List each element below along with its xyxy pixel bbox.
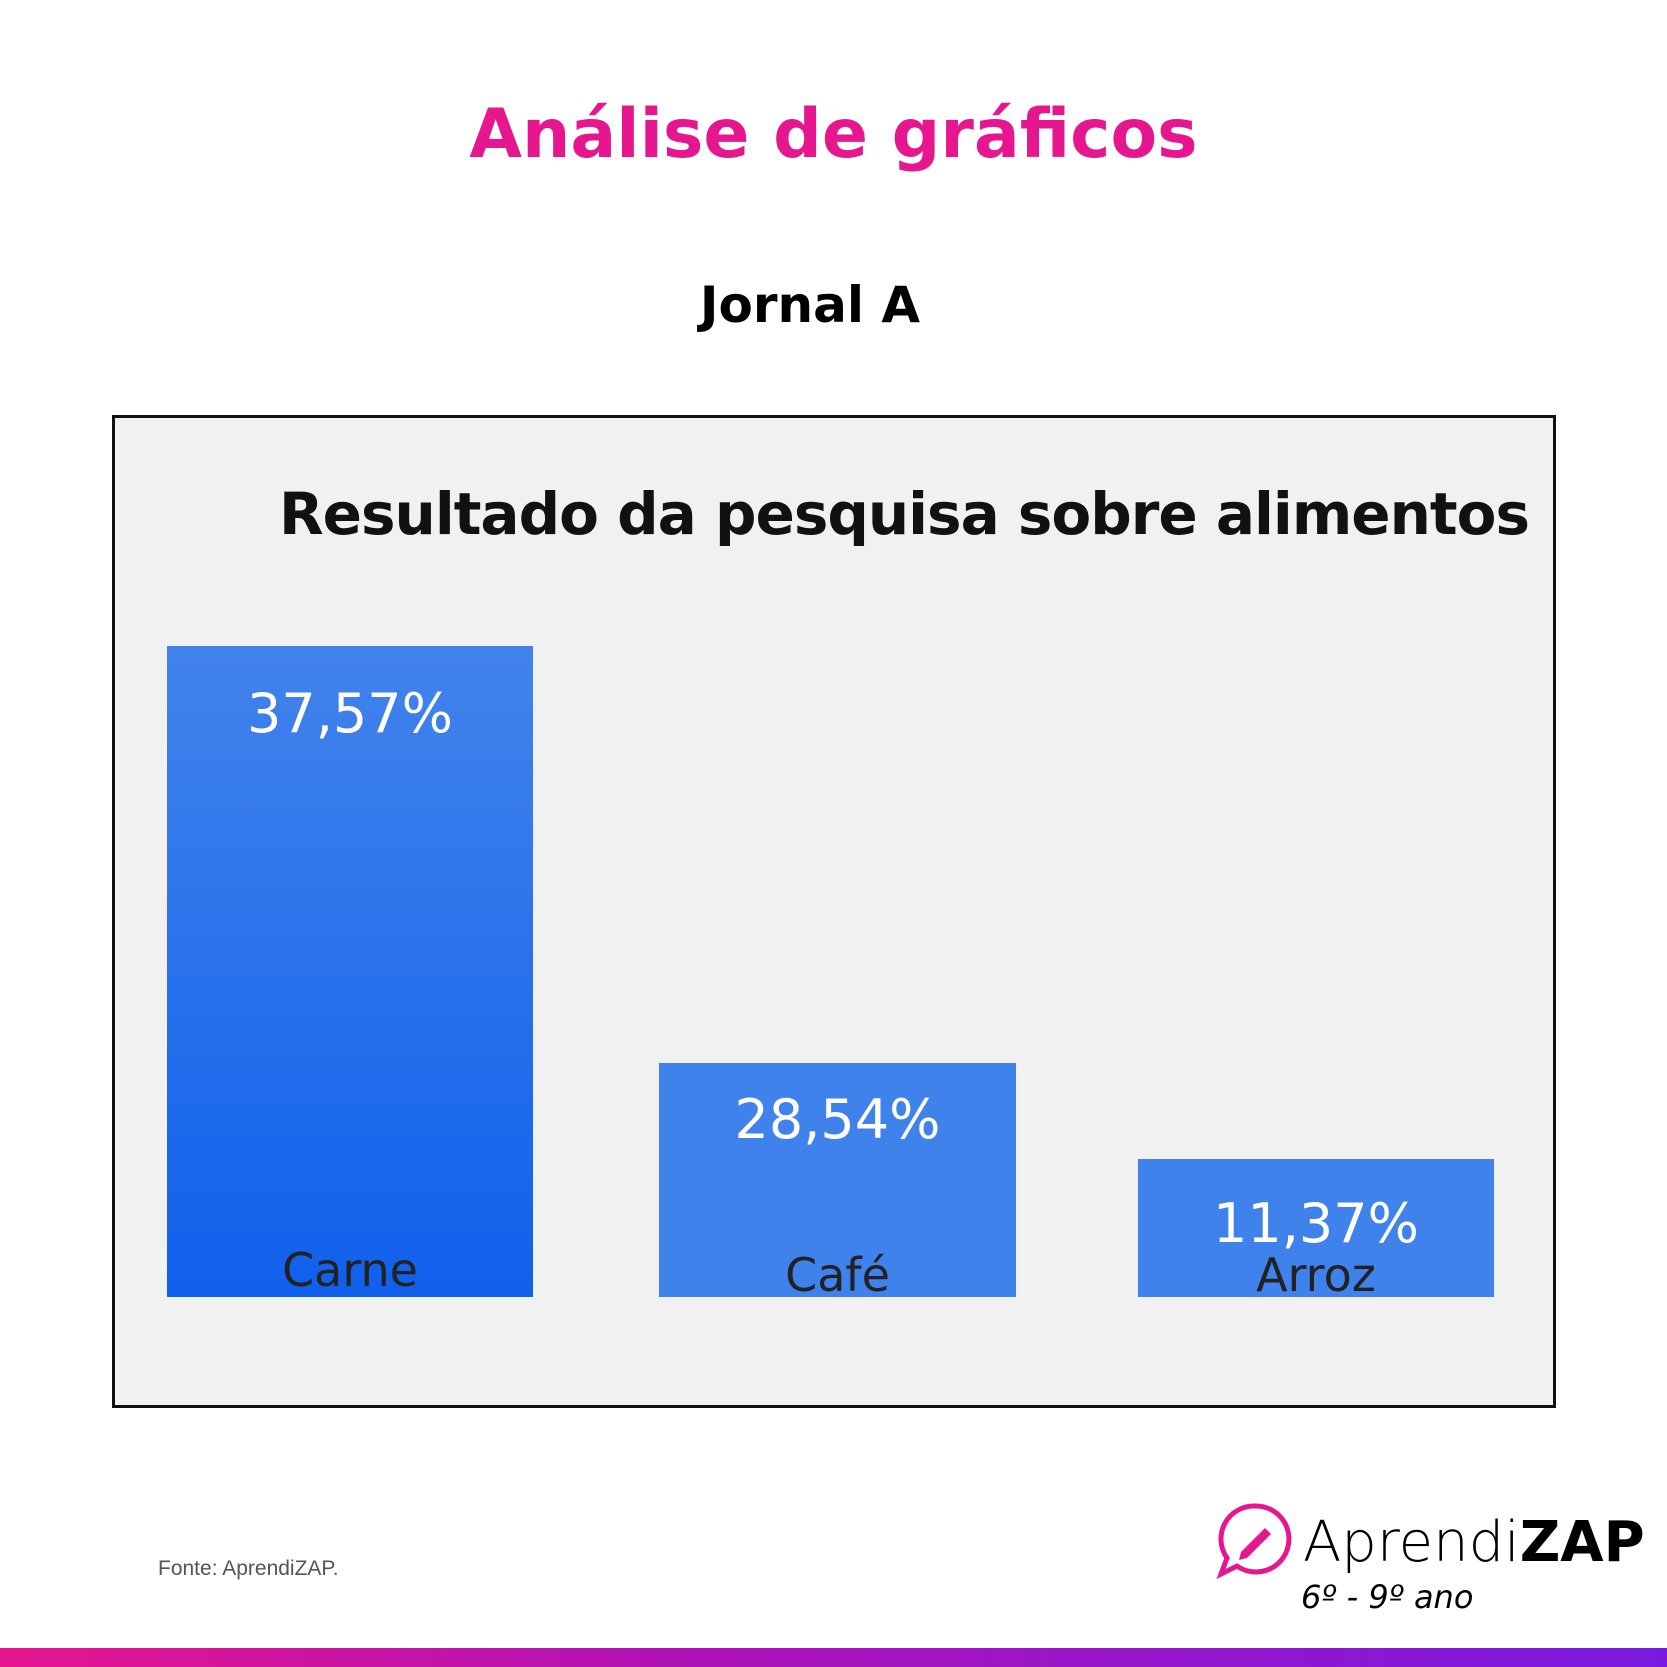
aprendizap-logo: AprendiZAP 6º - 9º ano: [1215, 1500, 1645, 1616]
category-label: Arroz: [1256, 1248, 1376, 1302]
bottom-accent-bar: [0, 1648, 1667, 1667]
category-label: Carne: [282, 1243, 418, 1297]
data-label: 11,37%: [1213, 1192, 1419, 1255]
source-note: Fonte: AprendiZAP.: [158, 1557, 339, 1580]
page-subtitle: Jornal A: [699, 276, 921, 334]
grade-range: 6º - 9º ano: [1301, 1578, 1474, 1616]
bar-café: 28,54%: [659, 1063, 1016, 1297]
page-title: Análise de gráficos: [469, 95, 1198, 174]
category-label: Café: [785, 1248, 890, 1302]
bar-arroz: 11,37%: [1138, 1159, 1494, 1297]
bar-carne: 37,57%: [167, 646, 533, 1297]
speech-pencil-icon: [1216, 1503, 1292, 1580]
brand-name: AprendiZAP: [1303, 1510, 1645, 1575]
data-label: 28,54%: [734, 1088, 941, 1151]
chart-title: Resultado da pesquisa sobre alimentos: [279, 480, 1530, 548]
data-label: 37,57%: [247, 682, 453, 745]
chart-frame: Resultado da pesquisa sobre alimentos 37…: [112, 415, 1556, 1408]
